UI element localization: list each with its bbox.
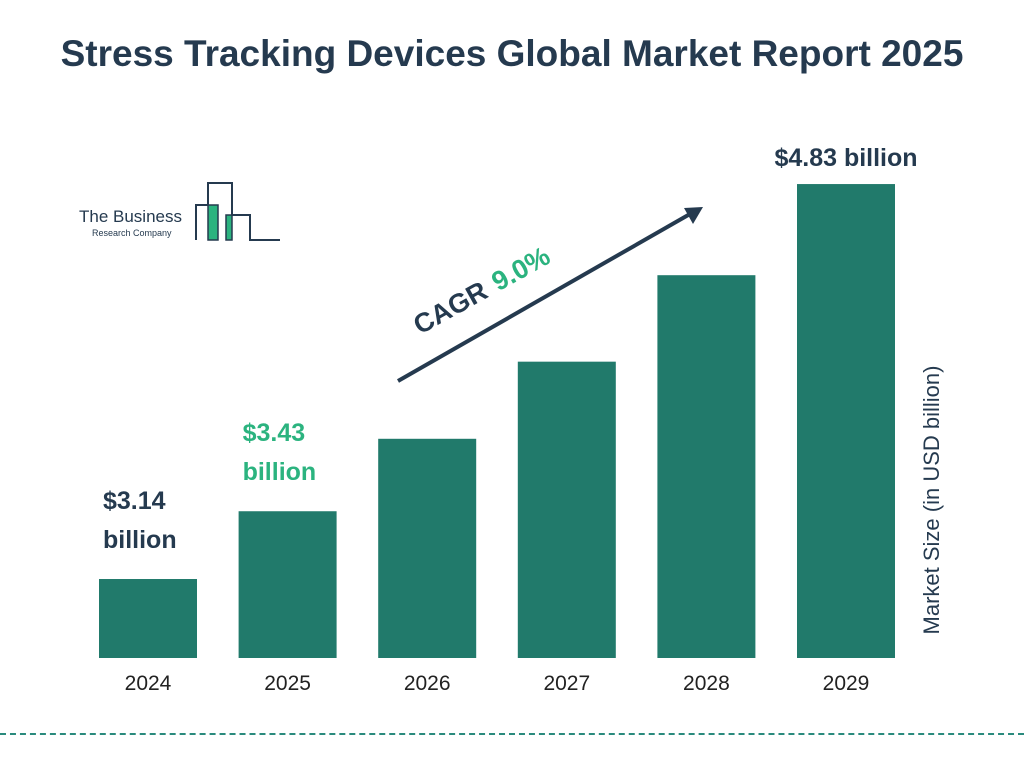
- x-tick-label: 2028: [683, 672, 730, 695]
- bar-2026: [378, 438, 477, 658]
- data-label-2029: $4.83 billion: [774, 144, 917, 172]
- logo-line1: The Business: [79, 207, 182, 226]
- bar-2025: [238, 511, 337, 658]
- x-tick-label: 2025: [264, 672, 311, 695]
- data-label-2024: $3.14 billion: [103, 487, 177, 554]
- svg-text:CAGR9.0%: CAGR9.0%: [408, 241, 555, 340]
- logo-line2: Research Company: [92, 228, 172, 238]
- footer-divider: [0, 733, 1024, 735]
- cagr-arrow-line: [397, 212, 691, 383]
- arrow-head-icon: [684, 207, 703, 224]
- cagr-value: 9.0%: [487, 241, 555, 297]
- x-tick-label: 2024: [125, 672, 172, 695]
- x-tick-label: 2027: [543, 672, 590, 695]
- bar-2027: [517, 361, 616, 658]
- x-tick-label: 2026: [404, 672, 451, 695]
- data-label-2025: $3.43 billion: [243, 419, 317, 486]
- cagr-annotation: CAGR9.0%: [397, 207, 703, 383]
- bar-2024: [99, 579, 197, 658]
- bar-2028: [657, 275, 756, 658]
- bar-2029: [797, 184, 895, 658]
- logo: The Business Research Company: [79, 182, 280, 241]
- cagr-label: CAGR: [408, 275, 492, 340]
- x-tick-label: 2029: [823, 672, 870, 695]
- chart-title: Stress Tracking Devices Global Market Re…: [60, 33, 964, 74]
